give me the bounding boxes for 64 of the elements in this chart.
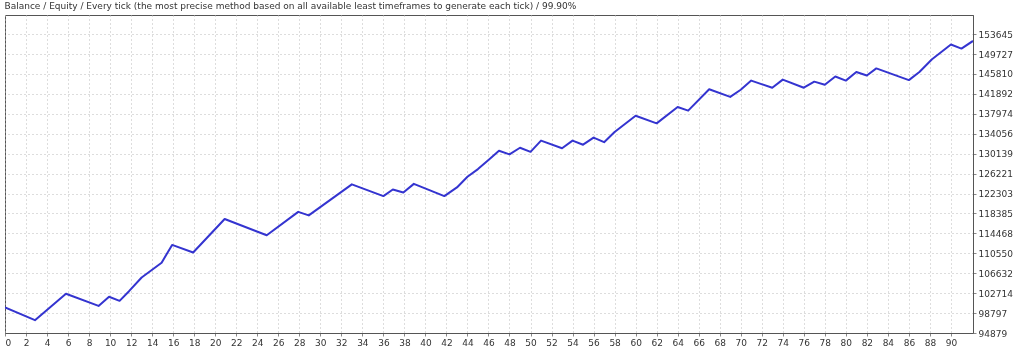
y-tick-label: 102714 <box>978 288 1014 299</box>
y-tick-label: 106632 <box>978 268 1013 279</box>
x-tick-label: 74 <box>777 337 790 348</box>
x-tick-label: 24 <box>252 337 264 348</box>
x-tick-label: 26 <box>273 337 285 348</box>
x-tick-label: 34 <box>357 337 369 348</box>
x-tick-label: 84 <box>882 337 895 348</box>
x-tick-label: 68 <box>714 337 727 348</box>
x-tick-label: 64 <box>672 337 685 348</box>
x-tick-label: 58 <box>609 337 622 348</box>
x-tick-label: 86 <box>903 337 916 348</box>
x-tick-label: 56 <box>588 337 601 348</box>
x-tick-label: 4 <box>44 337 51 348</box>
x-tick-label: 42 <box>441 337 453 348</box>
x-tick-label: 70 <box>735 337 748 348</box>
x-tick-label: 30 <box>315 337 327 348</box>
y-tick-label: 137974 <box>978 109 1014 120</box>
x-tick-label: 8 <box>86 337 93 348</box>
y-tick-label: 94879 <box>978 328 1008 339</box>
x-tick-label: 72 <box>756 337 768 348</box>
x-tick-label: 46 <box>483 337 495 348</box>
x-tick-label: 52 <box>546 337 558 348</box>
x-tick-label: 38 <box>399 337 411 348</box>
x-tick-label: 80 <box>840 337 853 348</box>
x-tick-label: 60 <box>630 337 643 348</box>
x-tick-label: 28 <box>294 337 306 348</box>
y-tick-label: 153645 <box>978 29 1013 40</box>
y-tick-label: 126221 <box>978 169 1013 180</box>
x-tick-label: 32 <box>336 337 348 348</box>
y-tick-label: 130139 <box>978 149 1014 160</box>
x-tick-label: 0 <box>5 337 12 348</box>
x-tick-label: 82 <box>861 337 874 348</box>
chart-title: Balance / Equity / Every tick (the most precise method based on all available least timeframes to generate each tick) / 99.90% <box>4 1 577 11</box>
x-tick-label: 78 <box>819 337 832 348</box>
y-tick-label: 114468 <box>978 228 1014 239</box>
x-tick-label: 88 <box>924 337 937 348</box>
x-tick-label: 6 <box>65 337 72 348</box>
y-tick-label: 110550 <box>978 248 1014 259</box>
x-tick-label: 10 <box>104 337 117 348</box>
x-tick-label: 2 <box>23 337 30 348</box>
y-tick-label: 98797 <box>978 308 1008 319</box>
x-tick-label: 90 <box>945 337 958 348</box>
y-tick-label: 149727 <box>978 49 1013 60</box>
x-tick-label: 62 <box>651 337 663 348</box>
x-tick-label: 48 <box>504 337 516 348</box>
x-tick-label: 50 <box>525 337 538 348</box>
x-tick-label: 76 <box>798 337 811 348</box>
y-tick-label: 118385 <box>978 208 1013 219</box>
x-tick-label: 44 <box>462 337 474 348</box>
y-tick-label: 145810 <box>978 69 1014 80</box>
y-tick-label: 141892 <box>978 89 1013 100</box>
x-tick-label: 20 <box>209 337 222 348</box>
x-tick-label: 14 <box>146 337 159 348</box>
y-tick-label: 134056 <box>978 129 1014 140</box>
x-tick-label: 54 <box>567 337 580 348</box>
y-tick-label: 122303 <box>978 189 1013 200</box>
line-series <box>5 39 973 322</box>
x-tick-label: 18 <box>188 337 201 348</box>
x-tick-label: 66 <box>693 337 706 348</box>
x-tick-label: 40 <box>420 337 432 348</box>
x-tick-label: 22 <box>231 337 243 348</box>
x-tick-label: 12 <box>125 337 138 348</box>
x-tick-label: 36 <box>378 337 390 348</box>
x-tick-label: 16 <box>167 337 180 348</box>
